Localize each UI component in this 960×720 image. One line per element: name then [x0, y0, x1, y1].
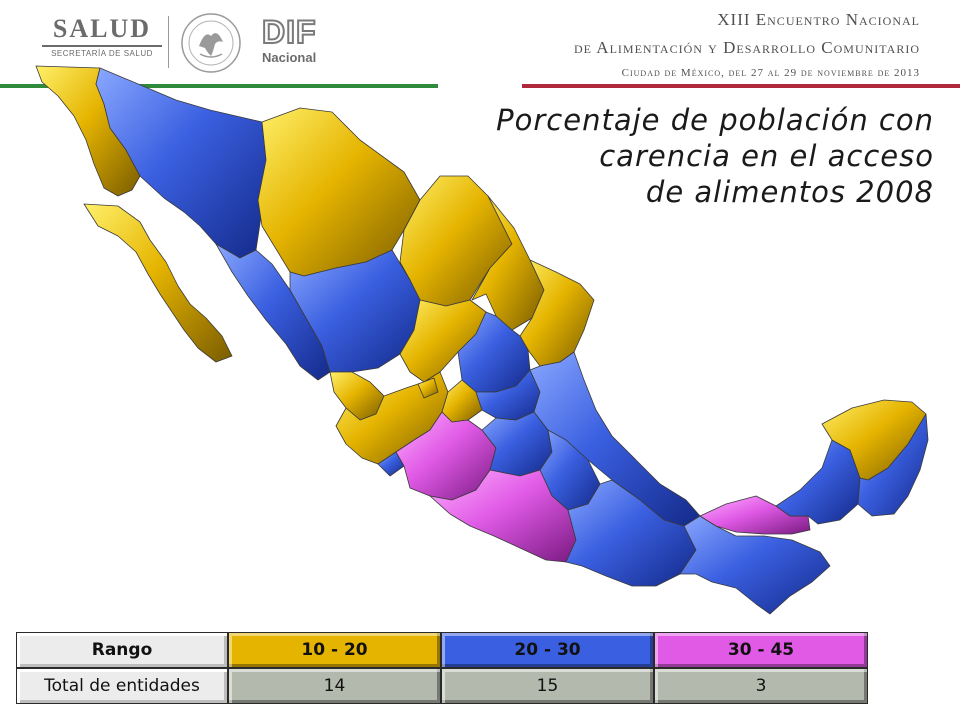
legend-count-10-20: 14: [228, 668, 441, 704]
state-nayarit: [329, 371, 385, 421]
dif-logo-subtitle: Nacional: [262, 50, 317, 65]
state-chihuahua: [257, 107, 421, 277]
state-durango: [289, 249, 421, 373]
legend-count-30-45: 3: [654, 668, 868, 704]
event-title-line2: de Alimentación y Desarrollo Comunitario: [573, 38, 920, 57]
mexico-seal-icon: [181, 13, 241, 73]
legend-count-label: Total de entidades: [16, 668, 228, 704]
header: SALUD SECRETARÍA DE SALUD DIF Nacional X…: [0, 0, 960, 92]
mexico-choropleth-map: [35, 65, 929, 615]
legend-range-30-45: 30 - 45: [654, 632, 868, 668]
state-campeche: [775, 439, 861, 525]
state-chiapas: [679, 515, 831, 615]
state-sonora: [95, 67, 267, 259]
state-aguascalientes: [417, 377, 439, 399]
legend-range-20-30: 20 - 30: [441, 632, 654, 668]
header-red-bar: [522, 84, 960, 88]
logo-divider: [168, 16, 169, 68]
map-title-line1: Porcentaje de población con: [496, 103, 934, 137]
legend-header-row: Rango 10 - 20 20 - 30 30 - 45: [16, 632, 868, 668]
legend-range-10-20: 10 - 20: [228, 632, 441, 668]
state-tabasco: [699, 495, 811, 535]
legend-count-row: Total de entidades 14 15 3: [16, 668, 868, 704]
event-title-line3: Ciudad de México, del 27 al 29 de noviem…: [621, 67, 920, 79]
salud-logo: SALUD SECRETARÍA DE SALUD: [42, 16, 162, 58]
legend-count-20-30: 15: [441, 668, 654, 704]
legend-header-label: Rango: [16, 632, 228, 668]
dif-logo: DIF Nacional: [261, 14, 332, 65]
salud-logo-text: SALUD: [52, 14, 152, 43]
state-baja-california-sur: [83, 203, 233, 363]
salud-logo-subtitle: SECRETARÍA DE SALUD: [51, 49, 153, 58]
map-title-line2: carencia en el acceso: [599, 139, 934, 173]
legend-table: Rango 10 - 20 20 - 30 30 - 45 Total de e…: [16, 632, 868, 704]
map-title: Porcentaje de población con carencia en …: [454, 102, 934, 210]
dif-logo-text: DIF: [261, 14, 317, 50]
salud-logo-rule: [42, 45, 162, 47]
map-title-line3: de alimentos 2008: [645, 175, 934, 209]
state-quintana-roo: [857, 413, 929, 517]
header-green-bar: [0, 84, 438, 88]
event-title: XIII Encuentro Nacional de Alimentación …: [480, 10, 920, 80]
event-title-line1: XIII Encuentro Nacional: [717, 10, 920, 29]
